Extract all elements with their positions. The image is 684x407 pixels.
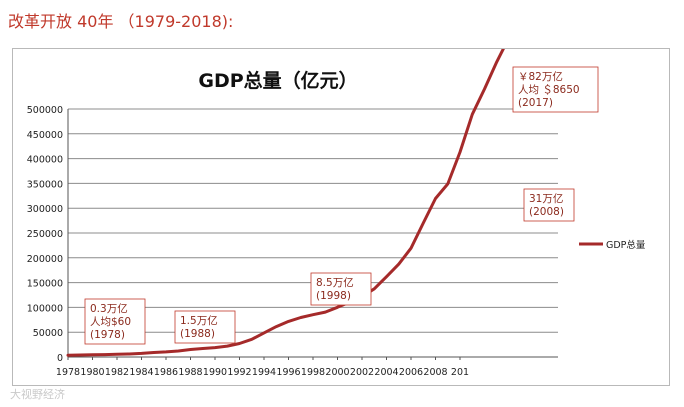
data-point: [483, 88, 486, 90]
y-tick-label: 400000: [27, 155, 63, 166]
x-tick-labels: 1978 1980 1982 1984 1986 1988 1990 1992 1994 1996…: [56, 367, 469, 378]
data-point: [397, 263, 400, 265]
data-point: [263, 332, 265, 334]
callout-box: [310, 272, 372, 306]
data-point: [79, 354, 82, 356]
callout-text: (1988): [180, 328, 215, 340]
data-point: [116, 353, 118, 356]
y-tick-labels: 0 50000 100000 150000 200000 250000 300000 3500…: [27, 105, 63, 364]
data-point: [324, 311, 327, 313]
data-point: [140, 352, 143, 355]
gridlines: [68, 108, 558, 358]
y-tick-label: 150000: [27, 279, 63, 290]
legend-label: GDP总量: [606, 239, 646, 251]
y-tick-label: 350000: [27, 179, 63, 190]
series-layer: [66, 49, 505, 357]
data-point: [495, 60, 498, 63]
y-tick-label: 300000: [27, 204, 63, 215]
data-point: [287, 320, 290, 323]
x-tick-label: 2002: [350, 367, 374, 378]
data-point: [238, 342, 241, 345]
data-point: [67, 354, 69, 356]
x-tick-label: 1978: [56, 367, 80, 378]
chart-title: GDP总量（亿元）: [198, 69, 357, 92]
y-tick-label: 500000: [27, 105, 63, 116]
callout-text: 8.5万亿: [316, 276, 354, 289]
data-point: [214, 346, 216, 349]
callout-text: ￥82万亿: [518, 70, 563, 83]
data-point: [336, 306, 339, 309]
callout-1988: 1.5万亿(1988): [174, 310, 236, 344]
x-tick-label: 1986: [154, 367, 178, 378]
data-point: [189, 348, 192, 351]
x-tick-label: 1984: [129, 367, 153, 378]
callout-box: [512, 66, 599, 113]
data-point: [275, 325, 278, 328]
gdp-line-chart: GDP总量（亿元） 0 50000 100000 150000 200000 250000…: [27, 49, 646, 378]
x-tick-label: 1998: [301, 367, 325, 378]
series-line-gdp: [66, 49, 505, 357]
callout-text: 人均$60: [90, 316, 131, 328]
y-tick-label: 200000: [27, 254, 63, 265]
data-point: [91, 353, 94, 356]
y-tick-label: 100000: [27, 303, 63, 314]
callout-box: [84, 298, 146, 345]
data-point: [385, 275, 388, 278]
x-tick-label: 2000: [325, 367, 349, 378]
data-point: [422, 222, 425, 224]
callout-box: [523, 188, 575, 222]
x-tick-label: 1996: [276, 367, 300, 378]
data-point: [410, 247, 412, 249]
data-point: [226, 345, 229, 347]
x-tick-label: 1988: [178, 367, 202, 378]
page-heading: 改革开放 40年 （1979-2018):: [8, 12, 234, 31]
callout-text: (1998): [316, 290, 351, 302]
data-point: [373, 288, 376, 290]
callout-text: 1.5万亿: [180, 314, 218, 327]
x-tick-label: 1980: [80, 367, 104, 378]
watermark: 大视野经济: [10, 388, 65, 401]
callout-1998: 8.5万亿(1998): [310, 272, 372, 306]
data-point: [128, 353, 131, 355]
data-point: [446, 183, 449, 185]
callout-text: 0.3万亿: [90, 302, 128, 315]
y-tick-label: 50000: [33, 328, 63, 339]
x-tick-label: 2008: [423, 367, 447, 378]
data-point: [152, 351, 155, 354]
x-tick-label: 201: [451, 367, 469, 378]
x-tick-label: 2004: [374, 367, 398, 378]
callout-2008: 31万亿(2008): [523, 188, 575, 222]
data-point: [471, 113, 474, 116]
x-tick-label: 1982: [105, 367, 129, 378]
callout-text: (2008): [529, 206, 564, 218]
callout-text: (2017): [518, 97, 553, 109]
chart-frame: GDP总量（亿元） 0 50000 100000 150000 200000 250000…: [12, 48, 670, 386]
data-point: [177, 350, 180, 352]
data-point: [201, 347, 204, 350]
data-point: [459, 151, 461, 153]
data-point: [434, 197, 437, 200]
legend: GDP总量: [579, 239, 646, 251]
x-tick-label: 1992: [227, 367, 251, 378]
x-tick-label: 2006: [399, 367, 423, 378]
callout-text: 31万亿: [529, 192, 563, 205]
axes: [67, 109, 558, 360]
y-tick-label: 250000: [27, 229, 63, 240]
x-tick-label: 1990: [203, 367, 227, 378]
data-point: [312, 313, 314, 316]
callout-text: (1978): [90, 329, 125, 341]
x-tick-label: 1994: [252, 367, 276, 378]
callout-box: [174, 310, 236, 344]
callout-text: 人均 ＄8650: [518, 83, 580, 96]
data-point: [165, 351, 167, 353]
y-tick-label: 0: [57, 353, 63, 364]
y-tick-label: 450000: [27, 130, 63, 141]
data-point: [250, 338, 253, 341]
data-point: [103, 353, 106, 356]
data-point: [299, 316, 302, 319]
